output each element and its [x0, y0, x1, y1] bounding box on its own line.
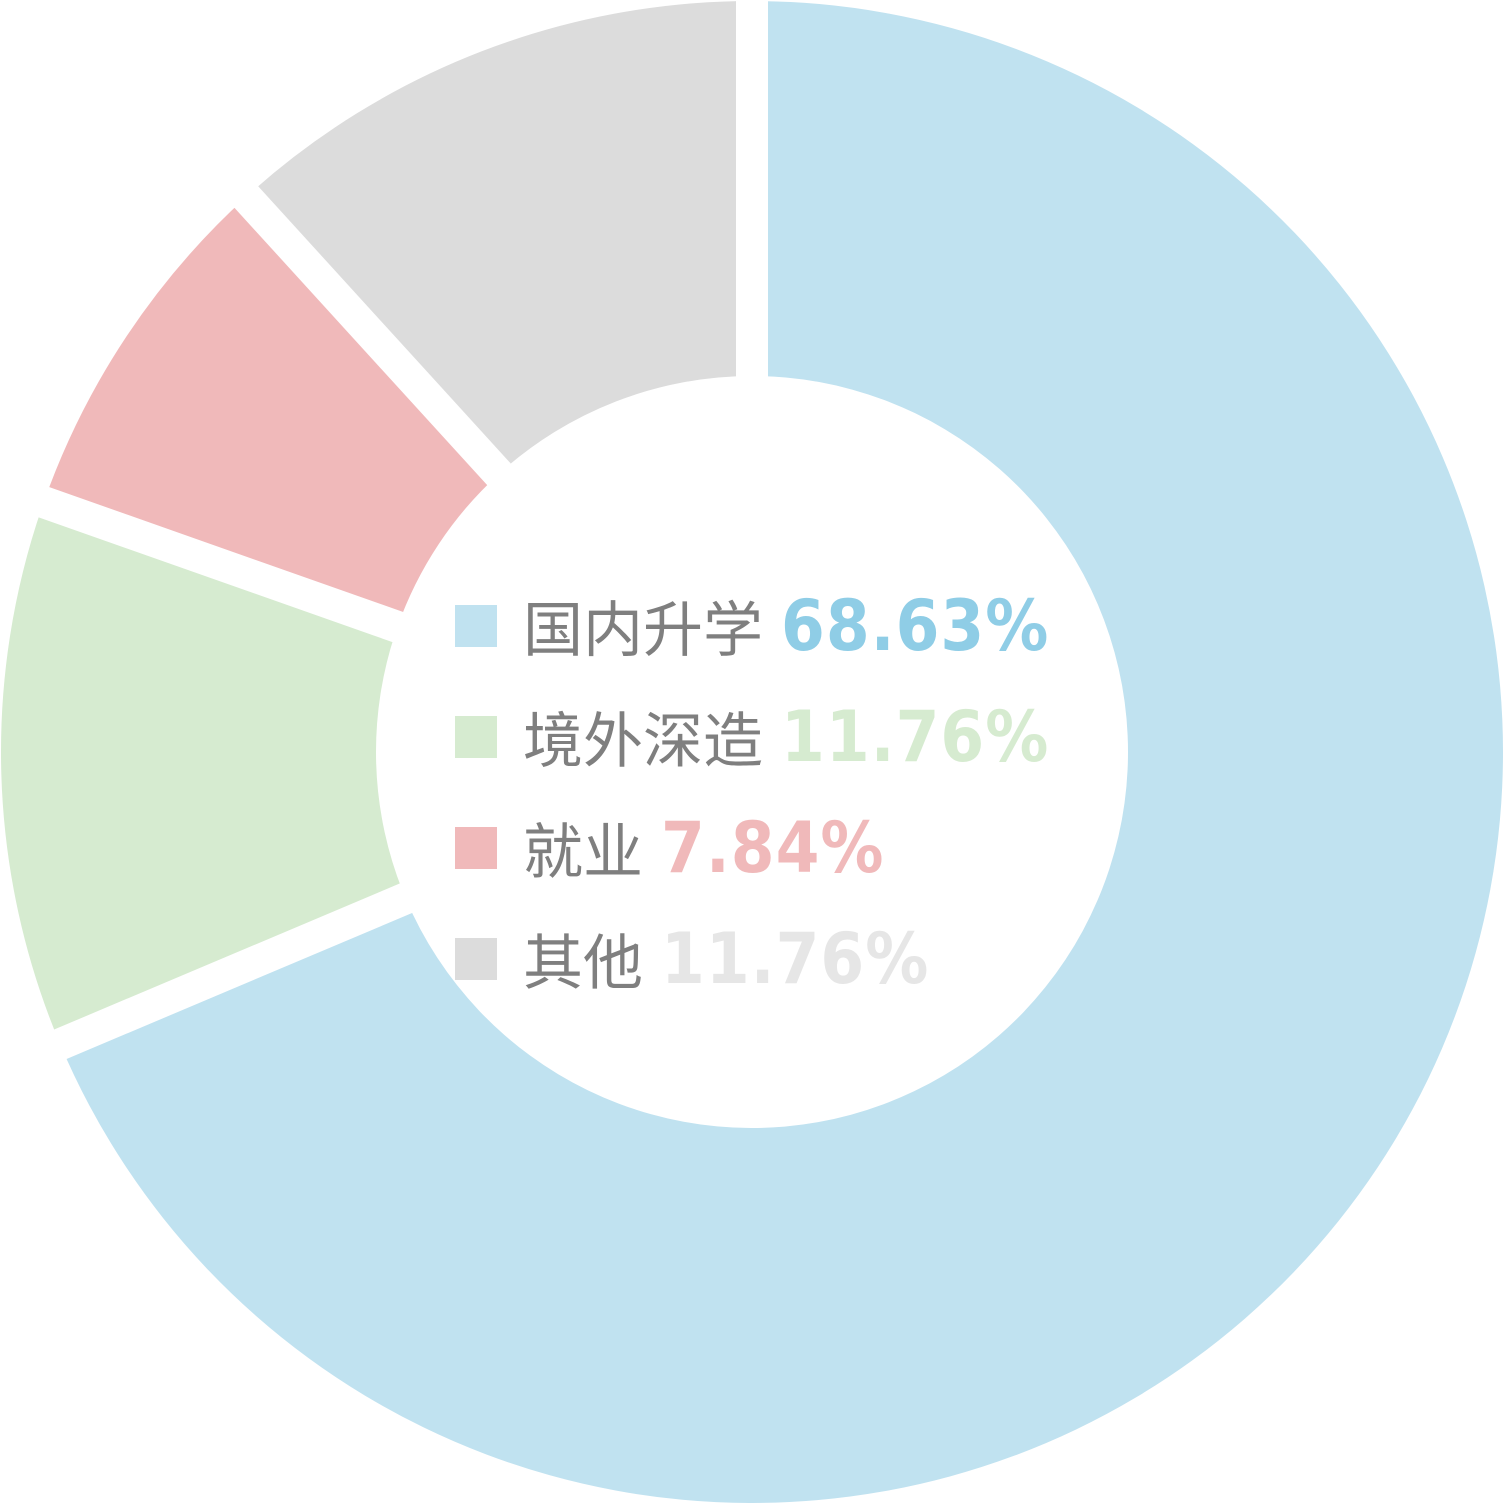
legend-label: 就业: [523, 818, 643, 888]
slice-gap: [230, 182, 514, 489]
slice-gap: [49, 881, 417, 1062]
legend-item-abroad: 境外深造 11.76%: [455, 681, 1049, 792]
legend-label: 国内升学: [523, 596, 763, 666]
legend-value: 11.76%: [781, 695, 1050, 778]
legend: 国内升学 68.63% 境外深造 11.76% 就业 7.84% 其他 11.7…: [455, 570, 1049, 1014]
legend-value: 68.63%: [781, 584, 1050, 667]
legend-label: 其他: [523, 929, 643, 999]
legend-item-employment: 就业 7.84%: [455, 792, 1049, 903]
legend-item-domestic: 国内升学 68.63%: [455, 570, 1049, 681]
slice-abroad: [1, 502, 406, 1045]
legend-swatch: [455, 826, 497, 869]
legend-swatch: [455, 715, 497, 758]
slice-employment: [43, 196, 499, 627]
legend-value: 7.84%: [661, 806, 885, 889]
legend-item-other: 其他 11.76%: [455, 903, 1049, 1014]
legend-label: 境外深造: [523, 707, 763, 777]
legend-swatch: [455, 604, 497, 647]
slice-other: [246, 1, 752, 475]
slice-domestic: [60, 1, 1504, 1503]
legend-swatch: [455, 937, 497, 980]
legend-value: 11.76%: [661, 917, 930, 1000]
slice-gap: [33, 485, 408, 644]
